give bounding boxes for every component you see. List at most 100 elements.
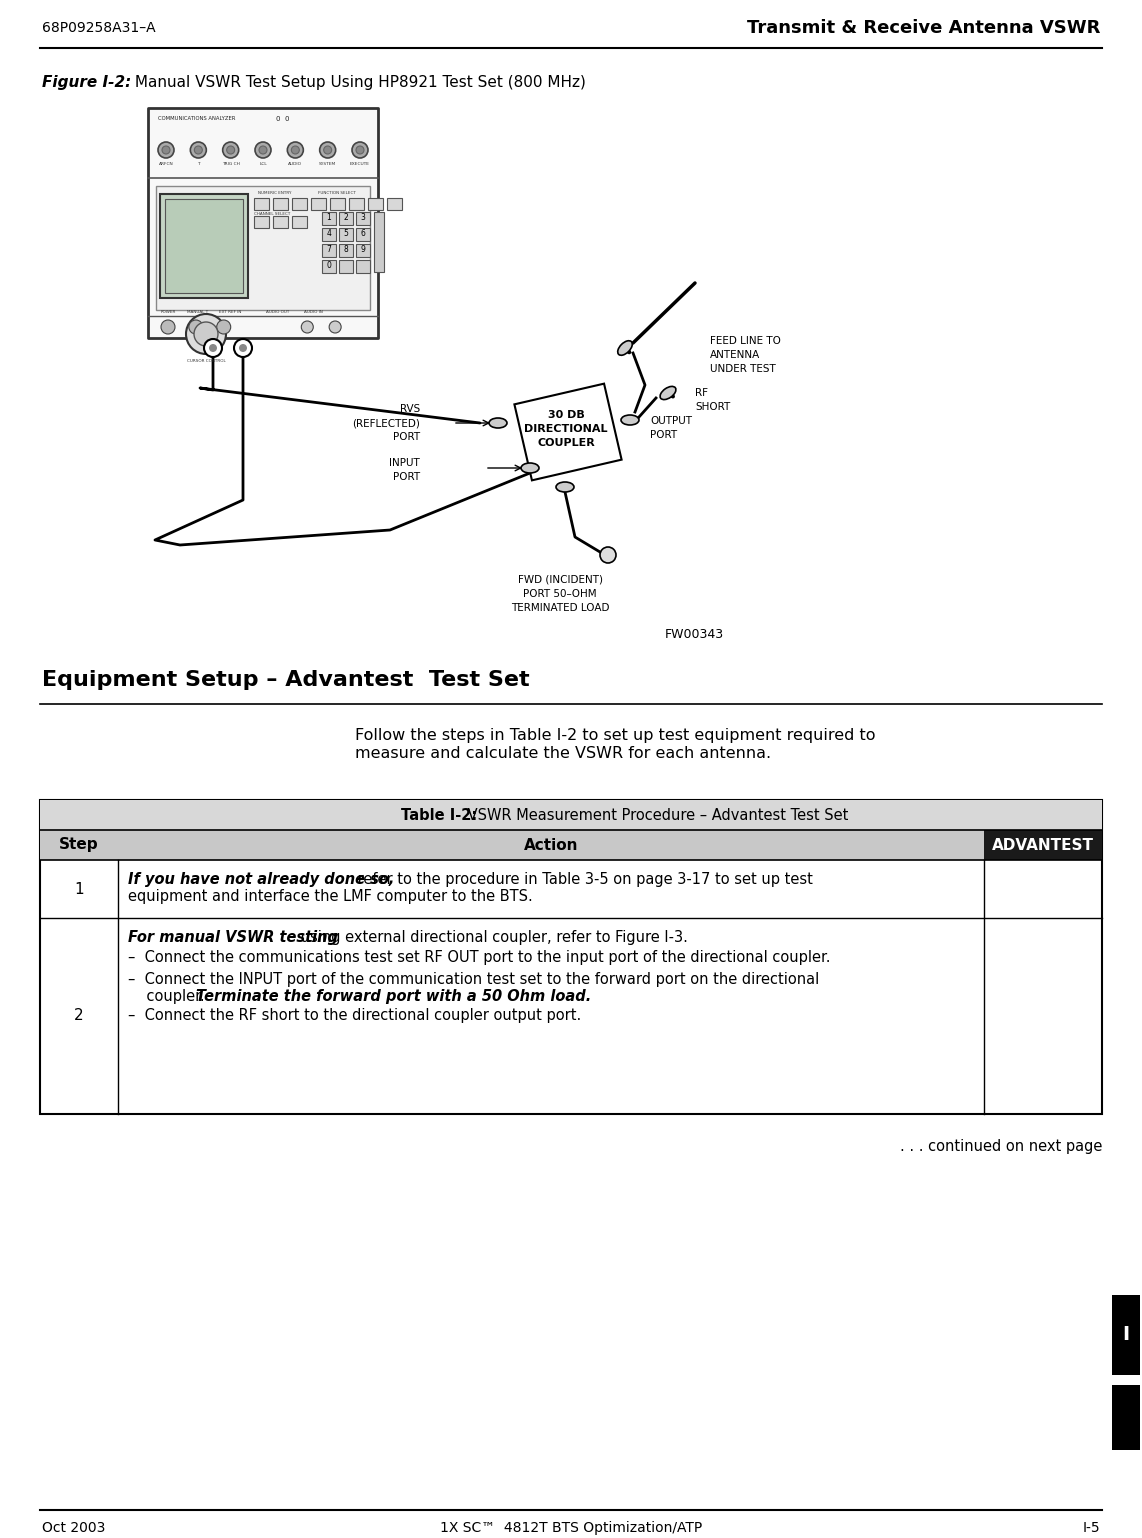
Text: NUMERIC ENTRY: NUMERIC ENTRY	[258, 191, 291, 195]
Text: Oct 2003: Oct 2003	[42, 1521, 105, 1535]
Text: MANUAL T: MANUAL T	[187, 311, 209, 314]
Circle shape	[162, 146, 170, 154]
Text: 7: 7	[327, 246, 331, 254]
Bar	[273, 198, 288, 211]
Text: 8: 8	[344, 246, 348, 254]
Ellipse shape	[489, 418, 507, 428]
Text: 9: 9	[361, 246, 365, 254]
Text: CURSOR CONTROL: CURSOR CONTROL	[186, 358, 225, 363]
Text: If you have not already done so,: If you have not already done so,	[128, 872, 394, 887]
Circle shape	[291, 146, 299, 154]
Bar	[339, 245, 353, 257]
Circle shape	[204, 338, 222, 357]
Text: Figure I-2:: Figure I-2:	[42, 75, 131, 91]
Text: FW00343: FW00343	[665, 628, 724, 641]
Bar	[322, 245, 336, 257]
Circle shape	[217, 320, 231, 334]
Circle shape	[301, 321, 313, 334]
Bar	[40, 831, 118, 860]
Circle shape	[320, 141, 336, 158]
Text: FUNCTION SELECT: FUNCTION SELECT	[317, 191, 356, 195]
Bar	[156, 186, 370, 311]
Text: 2: 2	[74, 1009, 83, 1023]
Text: OUTPUT
PORT: OUTPUT PORT	[650, 415, 692, 440]
Text: ARFCN: ARFCN	[159, 161, 174, 166]
Text: using external directional coupler, refer to Figure I-3.: using external directional coupler, refe…	[296, 930, 687, 944]
Text: Step: Step	[59, 838, 99, 852]
Text: 0  0: 0 0	[276, 115, 290, 122]
Text: 6: 6	[361, 229, 365, 238]
Bar	[984, 831, 1102, 860]
Text: 0: 0	[327, 261, 331, 271]
Text: Transmit & Receive Antenna VSWR: Transmit & Receive Antenna VSWR	[747, 18, 1100, 37]
Circle shape	[194, 321, 218, 346]
Bar	[339, 228, 353, 241]
Circle shape	[600, 548, 616, 563]
Circle shape	[209, 345, 217, 352]
Bar	[1112, 1295, 1140, 1375]
Text: refer to the procedure in Table 3-5 on page 3-17 to set up test: refer to the procedure in Table 3-5 on p…	[353, 872, 813, 887]
Text: Action: Action	[524, 838, 578, 852]
Text: COMMUNICATIONS ANALYZER: COMMUNICATIONS ANALYZER	[158, 115, 235, 122]
Text: ADVANTEST: ADVANTEST	[992, 838, 1094, 852]
Bar	[322, 212, 336, 225]
Text: –  Connect the INPUT port of the communication test set to the forward port on t: – Connect the INPUT port of the communic…	[128, 972, 819, 987]
Bar	[387, 198, 402, 211]
Bar	[1112, 1386, 1140, 1450]
Bar	[339, 212, 353, 225]
Text: –  Connect the RF short to the directional coupler output port.: – Connect the RF short to the directiona…	[128, 1007, 581, 1023]
Circle shape	[352, 141, 368, 158]
Text: –  Connect the communications test set RF OUT port to the input port of the dire: – Connect the communications test set RF…	[128, 950, 830, 964]
Bar	[322, 260, 336, 274]
Text: FEED LINE TO
ANTENNA
UNDER TEST: FEED LINE TO ANTENNA UNDER TEST	[710, 335, 781, 374]
Text: Follow the steps in Table I-2 to set up test equipment required to: Follow the steps in Table I-2 to set up …	[355, 727, 876, 743]
Circle shape	[255, 141, 271, 158]
Text: 1: 1	[74, 881, 83, 897]
Text: SYSTEM: SYSTEM	[319, 161, 336, 166]
Text: RF
SHORT: RF SHORT	[695, 388, 730, 412]
Text: T: T	[198, 161, 200, 166]
Circle shape	[356, 146, 364, 154]
Text: AUDIO OUT: AUDIO OUT	[266, 311, 290, 314]
Text: coupler.: coupler.	[128, 989, 209, 1004]
Text: AUDIO IN: AUDIO IN	[304, 311, 322, 314]
Ellipse shape	[621, 415, 640, 424]
Text: For manual VSWR testing: For manual VSWR testing	[128, 930, 338, 944]
Text: RVS
(REFLECTED)
PORT: RVS (REFLECTED) PORT	[352, 404, 420, 441]
Ellipse shape	[618, 341, 633, 355]
Ellipse shape	[660, 386, 676, 400]
Bar	[356, 245, 370, 257]
Polygon shape	[514, 383, 621, 480]
Text: POWER: POWER	[160, 311, 176, 314]
Text: EXT REF IN: EXT REF IN	[219, 311, 241, 314]
Bar	[322, 228, 336, 241]
Text: Manual VSWR Test Setup Using HP8921 Test Set (800 MHz): Manual VSWR Test Setup Using HP8921 Test…	[130, 75, 586, 91]
Text: INPUT
PORT: INPUT PORT	[389, 458, 420, 481]
Text: 1X SC™  4812T BTS Optimization/ATP: 1X SC™ 4812T BTS Optimization/ATP	[440, 1521, 702, 1535]
Circle shape	[259, 146, 267, 154]
Circle shape	[323, 146, 331, 154]
Text: 3: 3	[361, 214, 365, 223]
Bar	[148, 108, 378, 338]
Bar	[292, 198, 307, 211]
Text: FWD (INCIDENT)
PORT 50–OHM
TERMINATED LOAD: FWD (INCIDENT) PORT 50–OHM TERMINATED LO…	[510, 575, 609, 614]
Bar	[339, 260, 353, 274]
Text: EXECUTE: EXECUTE	[349, 161, 370, 166]
Text: . . . continued on next page: . . . continued on next page	[900, 1140, 1102, 1154]
Circle shape	[226, 146, 234, 154]
Bar	[40, 800, 1102, 831]
Bar	[311, 198, 325, 211]
Ellipse shape	[556, 481, 574, 492]
Text: 30 DB
DIRECTIONAL
COUPLER: 30 DB DIRECTIONAL COUPLER	[524, 411, 608, 448]
Text: 1: 1	[327, 214, 331, 223]
Text: I-5: I-5	[1083, 1521, 1100, 1535]
Text: LCL: LCL	[259, 161, 267, 166]
Circle shape	[191, 141, 207, 158]
Bar	[273, 215, 288, 228]
Text: 4: 4	[327, 229, 331, 238]
Text: I: I	[1123, 1326, 1129, 1344]
Ellipse shape	[521, 463, 539, 474]
Bar	[254, 198, 270, 211]
Text: measure and calculate the VSWR for each antenna.: measure and calculate the VSWR for each …	[355, 746, 771, 761]
Text: CHANNEL SELECT: CHANNEL SELECT	[254, 212, 290, 215]
